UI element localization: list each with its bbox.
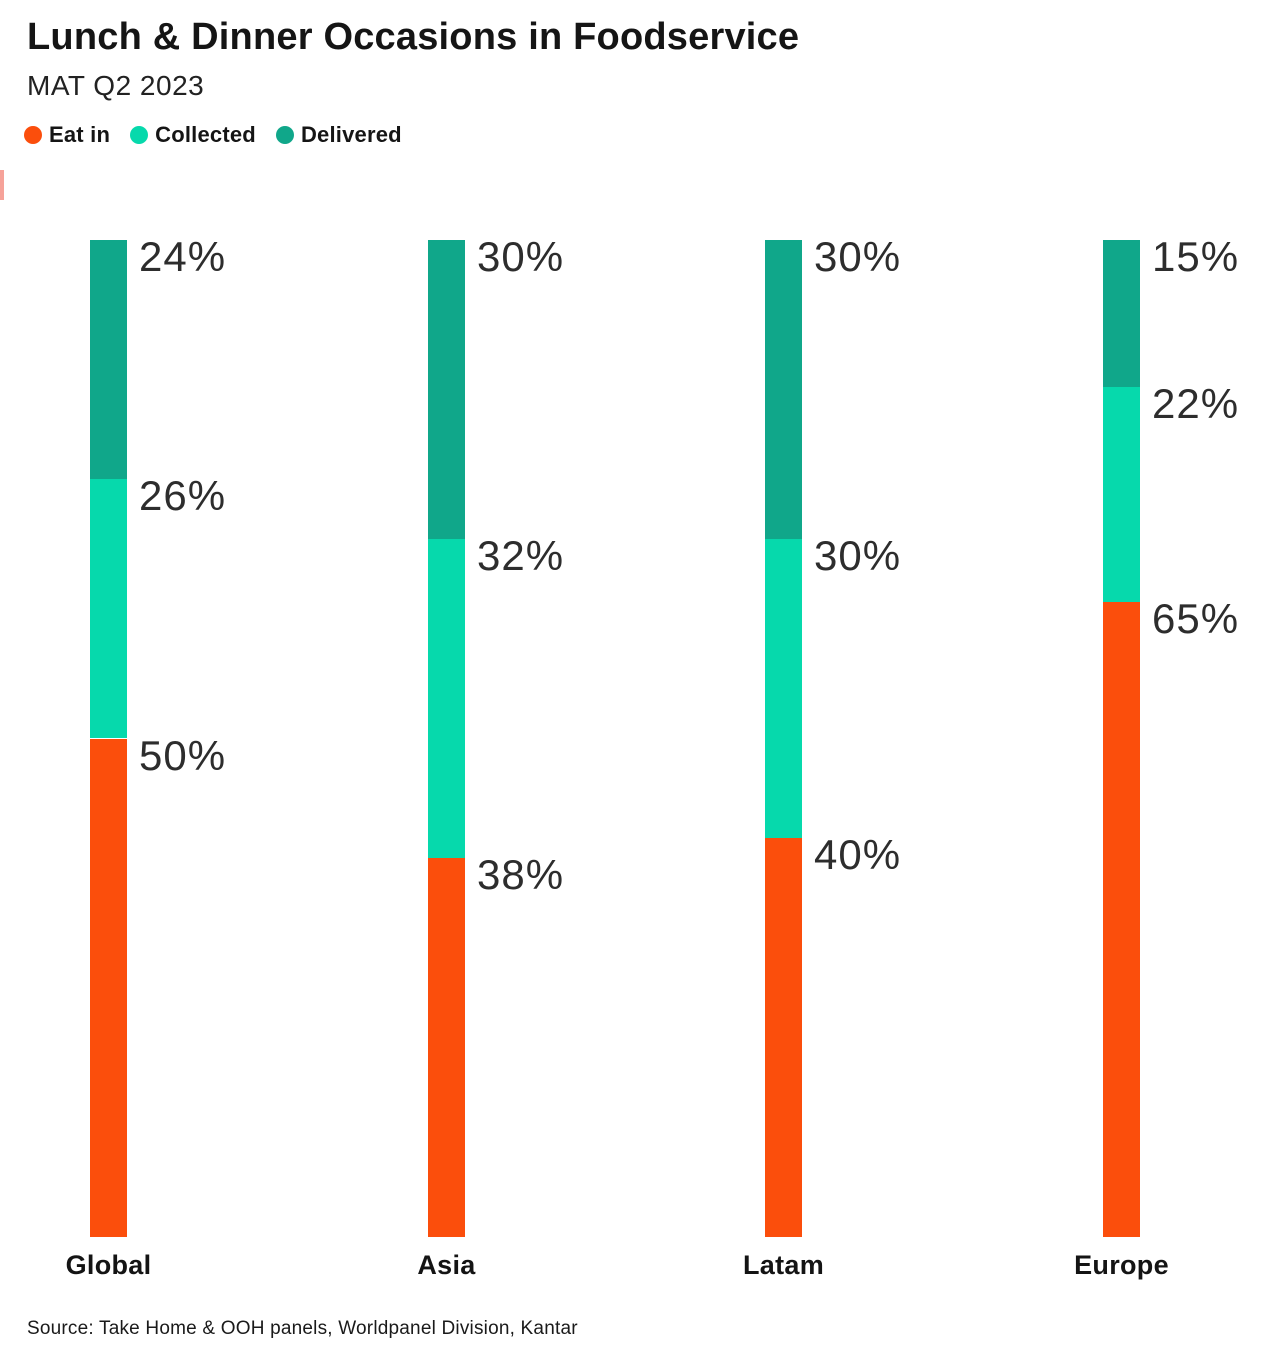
bar-segment-asia-delivered (428, 240, 465, 540)
value-label-latam-eat-in: 40% (814, 831, 902, 879)
value-label-latam-delivered: 30% (814, 233, 902, 280)
bar-segment-latam-delivered (765, 240, 802, 540)
bar-segment-europe-eat-in (1103, 601, 1140, 1237)
value-label-asia-collected: 32% (477, 532, 565, 580)
delivered-legend-dot-icon (275, 126, 294, 144)
legend-label: Eat in (49, 122, 111, 147)
value-label-latam-collected: 30% (814, 532, 902, 580)
bar-segment-global-collected (90, 479, 127, 739)
category-label-europe: Europe (1074, 1250, 1169, 1280)
bar-segment-asia-collected (428, 539, 465, 859)
value-label-global-delivered: 24% (139, 233, 227, 280)
value-label-europe-collected: 22% (1152, 379, 1240, 427)
category-label-global: Global (65, 1250, 152, 1280)
bar-segment-global-eat-in (90, 738, 127, 1237)
legend-item-eat-in: Eat in (24, 122, 110, 148)
value-label-asia-eat-in: 38% (477, 851, 565, 899)
legend-item-collected: Collected (130, 122, 256, 148)
source-note: Source: Take Home & OOH panels, Worldpan… (27, 1318, 578, 1339)
category-label-asia: Asia (417, 1250, 476, 1280)
collected-legend-dot-icon (130, 126, 149, 144)
bar-segment-asia-eat-in (428, 858, 465, 1237)
eat-in-legend-dot-icon (24, 126, 42, 144)
legend-label: Delivered (300, 122, 402, 147)
value-label-asia-delivered: 30% (477, 233, 565, 280)
chart-legend: Eat in Collected Delivered (24, 122, 402, 148)
value-label-global-collected: 26% (139, 472, 227, 520)
page-subtitle: MAT Q2 2023 (27, 70, 205, 101)
value-label-europe-delivered: 15% (1152, 233, 1240, 280)
bar-segment-europe-collected (1103, 386, 1140, 602)
value-label-global-eat-in: 50% (139, 731, 227, 779)
page-title: Lunch & Dinner Occasions in Foodservice (27, 16, 800, 58)
legend-label: Collected (155, 122, 256, 147)
bar-segment-latam-collected (765, 539, 802, 839)
bar-segment-europe-delivered (1103, 240, 1140, 387)
category-label-latam: Latam (742, 1250, 825, 1280)
left-edge-red-mark (0, 170, 4, 200)
value-label-europe-eat-in: 65% (1152, 594, 1240, 642)
legend-item-delivered: Delivered (275, 122, 402, 148)
bar-segment-global-delivered (90, 240, 127, 480)
bar-segment-latam-eat-in (765, 838, 802, 1237)
